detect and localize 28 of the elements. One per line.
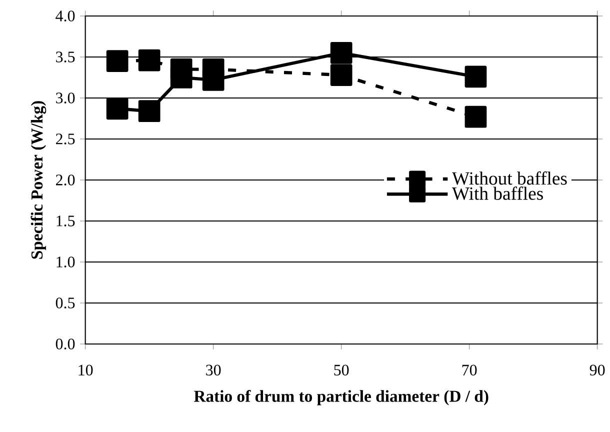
y-axis-title: Specific Power (W/kg) <box>30 101 46 259</box>
y-tick-label: 3.0 <box>56 92 75 104</box>
x-axis-title: Ratio of drum to particle diameter (D / d) <box>194 390 488 406</box>
y-tick-label: 1.5 <box>56 216 75 226</box>
y-tick-label: 2.0 <box>56 174 75 186</box>
point <box>464 66 487 88</box>
x-tick-label: 50 <box>334 364 349 376</box>
point <box>106 50 128 72</box>
x-tick-label: 30 <box>206 364 221 376</box>
legend-label: Without baffles <box>452 171 567 185</box>
legend-label: With baffles <box>452 186 543 200</box>
y-tick-label: 3.5 <box>56 52 75 62</box>
y-tick-label: 0.5 <box>56 298 75 308</box>
y-tick-label: 1.0 <box>56 256 75 268</box>
y-tick-label: 2.5 <box>56 134 75 144</box>
point <box>138 100 160 122</box>
point <box>138 49 160 72</box>
point <box>464 106 487 128</box>
y-tick-label: 4.0 <box>56 10 75 22</box>
x-tick-label: 70 <box>462 364 477 376</box>
x-tick-label: 10 <box>78 364 93 376</box>
point <box>202 69 224 91</box>
point <box>330 64 352 86</box>
point <box>330 42 352 64</box>
y-tick-label: 0.0 <box>56 338 75 350</box>
point <box>170 66 192 88</box>
x-tick-label: 90 <box>590 364 605 376</box>
point <box>106 98 128 120</box>
